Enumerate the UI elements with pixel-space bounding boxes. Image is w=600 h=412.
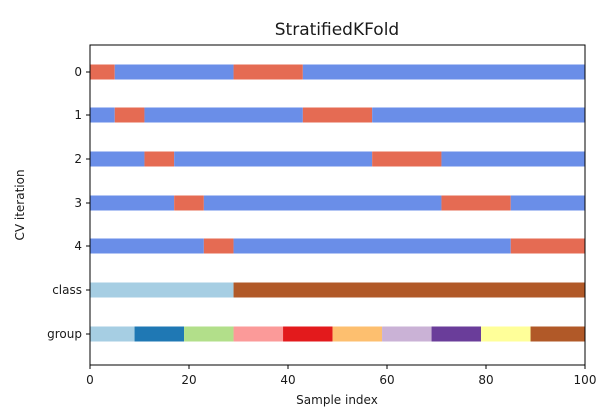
- bar-segment-iter-1-0: [90, 107, 115, 123]
- y-tick-label-class: class: [52, 283, 82, 297]
- bar-segment-group-6: [382, 326, 432, 342]
- bar-segments: [90, 64, 586, 342]
- bar-segment-iter-4-2: [233, 238, 511, 254]
- x-tick-label-0: 0: [86, 373, 94, 387]
- x-tick-label-40: 40: [280, 373, 295, 387]
- bar-segment-iter-3-2: [203, 195, 442, 211]
- bar-segment-iter-2-3: [372, 151, 442, 167]
- bar-segment-group-7: [431, 326, 482, 342]
- x-axis-label: Sample index: [296, 393, 378, 407]
- y-tick-label-2: 2: [74, 152, 82, 166]
- bar-segment-iter-0-0: [90, 64, 115, 80]
- bar-segment-iter-2-0: [90, 151, 145, 167]
- bar-segment-iter-2-1: [144, 151, 175, 167]
- y-ticks: 0 1 2 3 4 class group: [47, 65, 90, 341]
- x-tick-label-100: 100: [574, 373, 597, 387]
- bar-segment-iter-0-1: [114, 64, 234, 80]
- bar-segment-iter-1-3: [302, 107, 373, 123]
- bar-segment-iter-1-4: [372, 107, 585, 123]
- chart-title: StratifiedKFold: [275, 20, 399, 40]
- bar-segment-group-9: [530, 326, 585, 342]
- y-tick-label-1: 1: [74, 108, 82, 122]
- bar-segment-iter-2-2: [174, 151, 373, 167]
- bar-segment-group-0: [90, 326, 135, 342]
- bar-segment-iter-3-0: [90, 195, 175, 211]
- bar-segment-iter-1-2: [144, 107, 303, 123]
- x-tick-label-60: 60: [379, 373, 394, 387]
- bar-segment-iter-3-1: [174, 195, 204, 211]
- bar-segment-group-5: [332, 326, 383, 342]
- bar-segment-group-8: [481, 326, 531, 342]
- bar-segment-iter-4-0: [90, 238, 204, 254]
- bar-segment-iter-1-1: [114, 107, 145, 123]
- y-tick-label-0: 0: [74, 65, 82, 79]
- bar-segment-group-2: [184, 326, 234, 342]
- x-ticks: 0 20 40 60 80 100: [86, 365, 596, 387]
- bar-segment-group-1: [134, 326, 185, 342]
- y-tick-label-4: 4: [74, 239, 82, 253]
- bar-segment-group-4: [283, 326, 333, 342]
- x-tick-label-20: 20: [181, 373, 196, 387]
- bar-segment-iter-2-4: [441, 151, 585, 167]
- plot-frame: [89, 44, 586, 366]
- y-axis-label: CV iteration: [13, 169, 27, 240]
- x-tick-label-80: 80: [478, 373, 493, 387]
- bar-segment-iter-0-2: [233, 64, 303, 80]
- bar-segment-class-1: [233, 282, 586, 298]
- bar-segment-group-3: [233, 326, 284, 342]
- bar-segment-class-0: [90, 282, 234, 298]
- bar-segment-iter-4-3: [510, 238, 585, 254]
- bar-segment-iter-0-3: [302, 64, 585, 80]
- bar-segment-iter-3-4: [510, 195, 585, 211]
- y-tick-label-3: 3: [74, 196, 82, 210]
- bar-segment-iter-3-3: [441, 195, 511, 211]
- bar-segment-iter-4-1: [203, 238, 234, 254]
- y-tick-label-group: group: [47, 327, 82, 341]
